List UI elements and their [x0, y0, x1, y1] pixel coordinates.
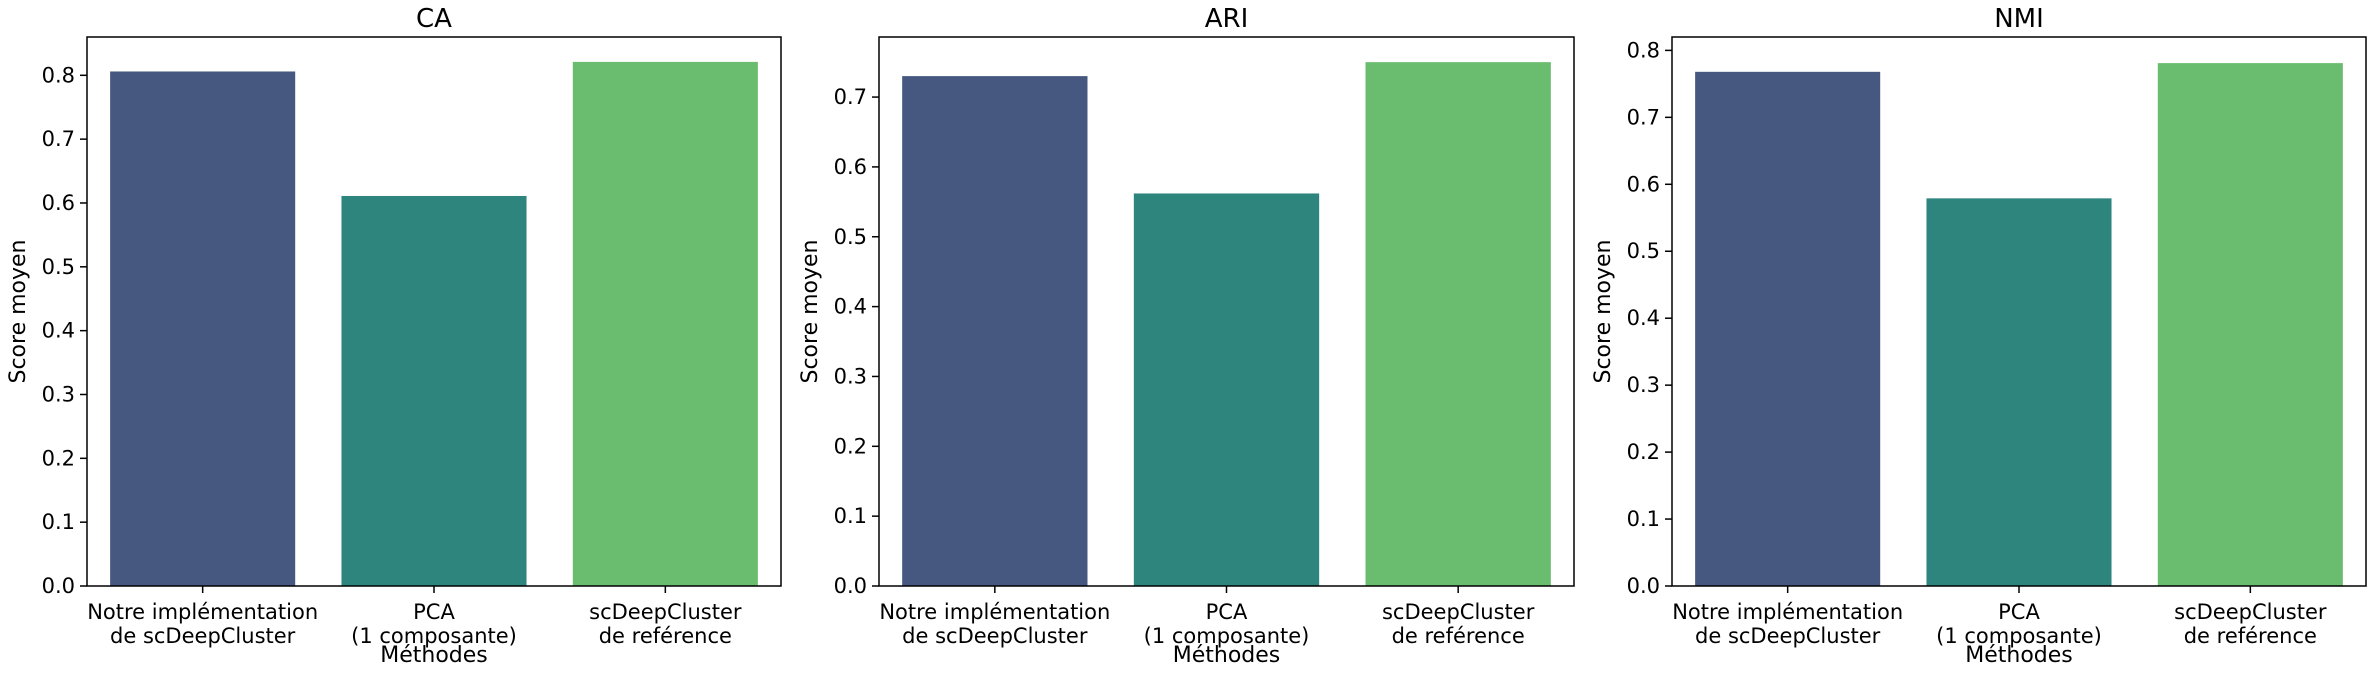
- y-tick-label: 0.2: [1627, 440, 1660, 464]
- y-tick-label: 0.6: [834, 155, 867, 179]
- y-tick-label: 0.8: [1627, 38, 1660, 62]
- y-tick-label: 0.5: [834, 225, 867, 249]
- y-tick-label: 0.0: [834, 574, 867, 598]
- x-tick-label: PCA (1 composante): [1936, 600, 2102, 648]
- y-tick-label: 0.4: [1627, 306, 1660, 330]
- y-tick-label: 0.7: [42, 127, 75, 151]
- x-tick-label: PCA (1 composante): [1144, 600, 1310, 648]
- y-axis-label: Score moyen: [6, 240, 31, 384]
- x-axis-label: Méthodes: [1173, 643, 1281, 668]
- bar: [572, 61, 758, 587]
- y-tick-label: 0.0: [42, 574, 75, 598]
- chart-title: NMI: [1994, 4, 2044, 34]
- y-axis-label: Score moyen: [1591, 240, 1616, 384]
- y-axis-label: Score moyen: [798, 240, 823, 384]
- chart-title: CA: [416, 4, 452, 34]
- y-tick-label: 0.6: [1627, 172, 1660, 196]
- x-axis-label: Méthodes: [1965, 643, 2073, 668]
- x-tick-label: PCA (1 composante): [351, 600, 517, 648]
- chart-panel-ca: 0.0 0.1 0.2 0.3 0.4 0.5 0.6 0.7 0.8 Notre impléme…: [6, 4, 782, 668]
- bar: [1133, 193, 1320, 586]
- bar: [2157, 63, 2343, 587]
- x-tick-label: scDeepCluster de reférence: [2174, 600, 2327, 648]
- bar: [341, 195, 527, 586]
- y-tick-label: 0.7: [834, 85, 867, 109]
- bar: [110, 71, 296, 586]
- y-tick-label: 0.3: [1627, 373, 1660, 397]
- y-tick-label: 0.8: [42, 63, 75, 87]
- y-tick-label: 0.7: [1627, 105, 1660, 129]
- bar: [1365, 62, 1551, 587]
- x-tick-label: Notre implémentation de scDeepCluster: [87, 600, 318, 648]
- y-tick-label: 0.2: [42, 446, 75, 470]
- y-tick-label: 0.3: [834, 364, 867, 388]
- y-tick-label: 0.3: [42, 382, 75, 406]
- y-tick-label: 0.1: [42, 510, 75, 534]
- x-axis-label: Méthodes: [380, 643, 488, 668]
- chart-title: ARI: [1205, 4, 1249, 34]
- y-tick-label: 0.2: [834, 434, 867, 458]
- y-tick-label: 0.0: [1627, 574, 1660, 598]
- x-tick-label: scDeepCluster de reférence: [589, 600, 742, 648]
- bar: [1695, 71, 1881, 586]
- bar: [1926, 198, 2112, 587]
- chart-panel-ari: 0.0 0.1 0.2 0.3 0.4 0.5 0.6 0.7 Notre implémenta…: [798, 4, 1575, 668]
- y-tick-label: 0.1: [1627, 507, 1660, 531]
- y-tick-label: 0.5: [42, 255, 75, 279]
- x-tick-label: scDeepCluster de reférence: [1382, 600, 1535, 648]
- x-tick-label: Notre implémentation de scDeepCluster: [1672, 600, 1903, 648]
- y-tick-label: 0.4: [834, 295, 867, 319]
- y-tick-label: 0.5: [1627, 239, 1660, 263]
- chart-panel-nmi: 0.0 0.1 0.2 0.3 0.4 0.5 0.6 0.7 0.8 Notre impléme…: [1591, 4, 2367, 668]
- y-tick-label: 0.1: [834, 504, 867, 528]
- x-tick-label: Notre implémentation de scDeepCluster: [879, 600, 1110, 648]
- y-tick-label: 0.4: [42, 319, 75, 343]
- bar: [902, 76, 1088, 586]
- y-tick-label: 0.6: [42, 191, 75, 215]
